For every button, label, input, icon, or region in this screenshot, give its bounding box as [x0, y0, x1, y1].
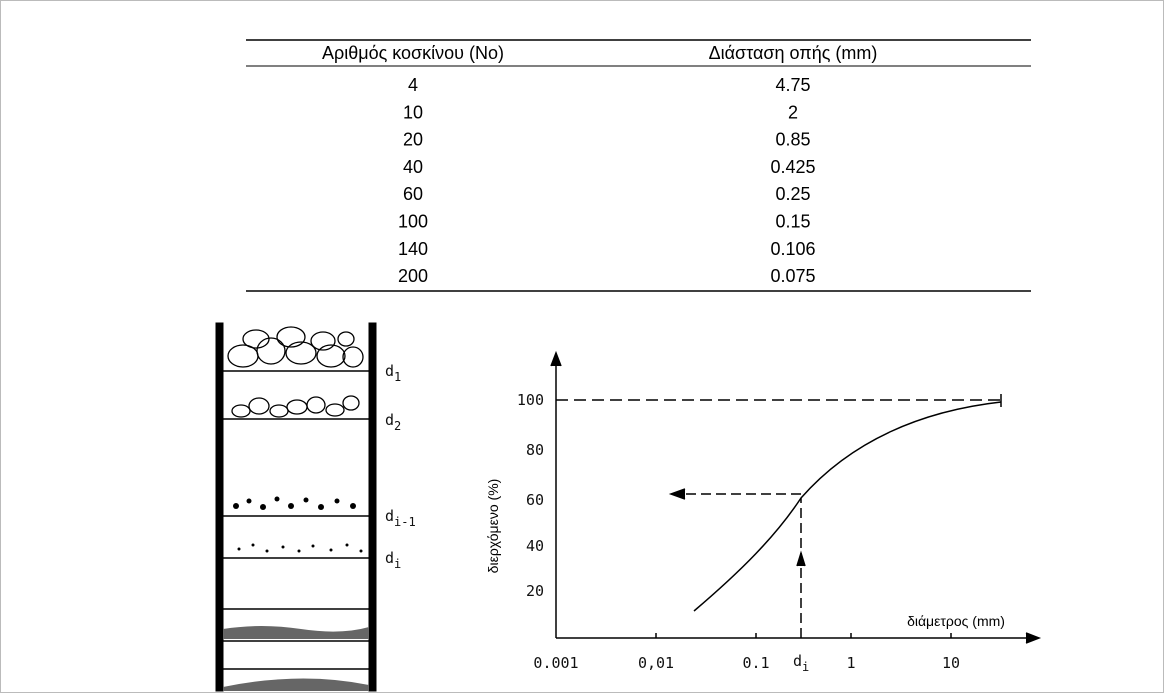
y-tick-label: 40 [526, 537, 544, 555]
grading-curve [550, 350, 1042, 644]
table-cell: 4.75 [775, 75, 810, 95]
label-sub: i [394, 557, 401, 571]
table-cell: 0.15 [775, 212, 810, 232]
label-base: d [385, 549, 394, 567]
table-cell: 60 [403, 184, 423, 204]
y-tick-label: 60 [526, 491, 544, 509]
x-tick-label: 0.1 [742, 654, 769, 672]
table-header: Αριθμός κοσκίνου (No) [322, 43, 504, 63]
table-cell: 100 [398, 212, 428, 232]
label-base: d [385, 411, 394, 429]
table-header: Διάσταση οπής (mm) [709, 43, 878, 63]
sieve-column [215, 322, 377, 692]
subscript-label: d1 [385, 362, 401, 384]
table-cell: 20 [403, 130, 423, 150]
x-tick-label: 1 [846, 654, 855, 672]
x-tick-label: 0,01 [638, 654, 674, 672]
x-tick-label: 0.001 [533, 654, 578, 672]
table-cell: 40 [403, 157, 423, 177]
label-base: d [385, 362, 394, 380]
y-tick-label: 20 [526, 582, 544, 600]
table-cell: 140 [398, 239, 428, 259]
table-cell: 0.075 [770, 266, 815, 286]
table-cell: 0.25 [775, 184, 810, 204]
subscript-label: d2 [385, 411, 401, 433]
label-sub: 2 [394, 419, 401, 433]
label-sub: 1 [394, 370, 401, 384]
y-tick-label: 80 [526, 441, 544, 459]
label-sub: i-1 [394, 515, 416, 529]
table-cell: 200 [398, 266, 428, 286]
label-base: d [793, 652, 802, 670]
y-axis-label: διερχόμενο (%) [485, 479, 501, 574]
table-cell: 0.106 [770, 239, 815, 259]
table-cell: 0.85 [775, 130, 810, 150]
chart-labels: 100 80 60 40 20 0.001 0,01 0.1 1 10 di [517, 391, 960, 674]
x-tick-label: 10 [942, 654, 960, 672]
table-cell: 2 [788, 102, 798, 122]
subscript-label: di [385, 549, 401, 571]
label-base: d [385, 507, 394, 525]
table-body: 4 4.75 10 2 20 0.85 40 0.425 60 0.25 100 0.15 140 0.1… [398, 75, 816, 286]
subscript-label: di-1 [385, 507, 416, 529]
y-tick-label: 100 [517, 391, 544, 409]
table-cell: 10 [403, 102, 423, 122]
label-sub: i [802, 660, 809, 674]
subscript-label: di [793, 652, 809, 674]
table-cell: 4 [408, 75, 418, 95]
table-cell: 0.425 [770, 157, 815, 177]
x-axis-label: διάμετρος (mm) [907, 613, 1005, 629]
